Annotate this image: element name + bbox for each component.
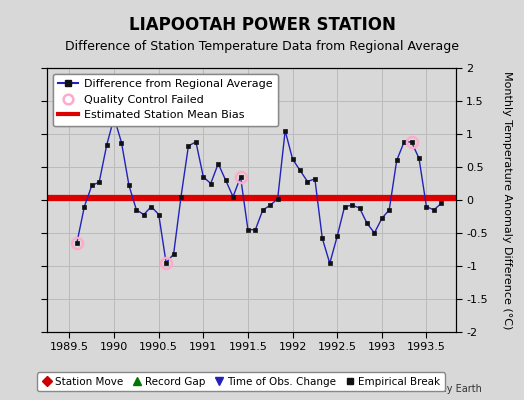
Text: Berkeley Earth: Berkeley Earth [410,384,482,394]
Y-axis label: Monthly Temperature Anomaly Difference (°C): Monthly Temperature Anomaly Difference (… [502,71,512,329]
Legend: Station Move, Record Gap, Time of Obs. Change, Empirical Break: Station Move, Record Gap, Time of Obs. C… [37,372,445,391]
Text: Difference of Station Temperature Data from Regional Average: Difference of Station Temperature Data f… [65,40,459,53]
Legend: Difference from Regional Average, Quality Control Failed, Estimated Station Mean: Difference from Regional Average, Qualit… [53,74,278,126]
Text: LIAPOOTAH POWER STATION: LIAPOOTAH POWER STATION [128,16,396,34]
